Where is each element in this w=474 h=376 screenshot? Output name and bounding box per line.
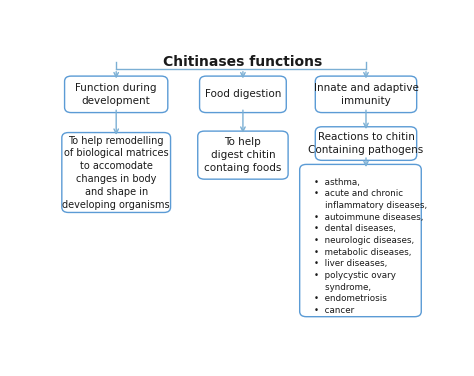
FancyBboxPatch shape <box>64 76 168 112</box>
FancyBboxPatch shape <box>315 127 417 160</box>
FancyBboxPatch shape <box>62 133 171 212</box>
Text: •  asthma,
•  acute and chronic
    inflammatory diseases,
•  autoimmune disease: • asthma, • acute and chronic inflammato… <box>314 178 428 315</box>
FancyBboxPatch shape <box>200 76 286 112</box>
Text: Chitinases functions: Chitinases functions <box>164 55 322 69</box>
FancyBboxPatch shape <box>300 164 421 317</box>
Text: To help remodelling
of biological matrices
to accomodate
changes in body
and sha: To help remodelling of biological matric… <box>63 135 170 209</box>
FancyBboxPatch shape <box>198 131 288 179</box>
Text: Food digestion: Food digestion <box>205 89 281 99</box>
Text: To help
digest chitin
containg foods: To help digest chitin containg foods <box>204 137 282 173</box>
Text: Function during
development: Function during development <box>75 83 157 106</box>
FancyBboxPatch shape <box>315 76 417 112</box>
Text: Reactions to chitin
Containing pathogens: Reactions to chitin Containing pathogens <box>309 132 424 155</box>
Text: Innate and adaptive
immunity: Innate and adaptive immunity <box>313 83 419 106</box>
